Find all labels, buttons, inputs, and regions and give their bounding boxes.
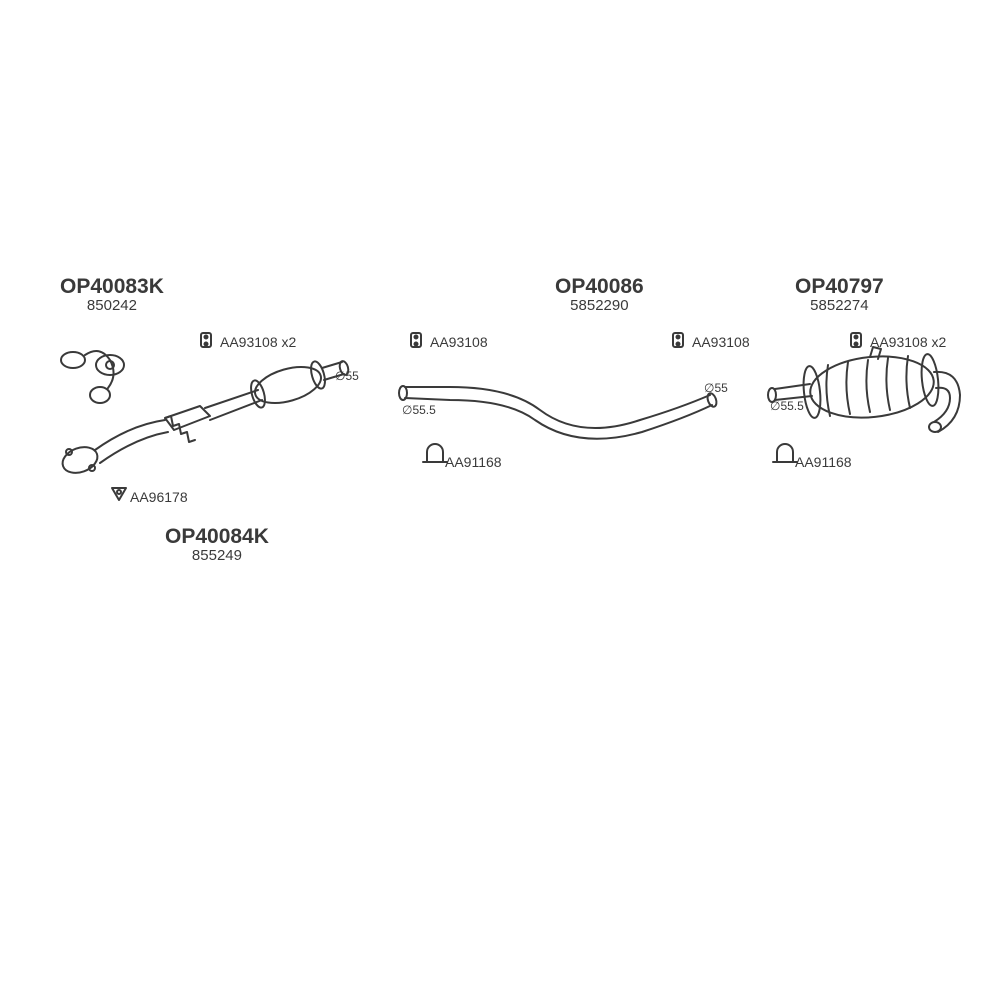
icon-mount-a5 [673, 333, 683, 347]
part-op40084k-shape [59, 360, 350, 478]
diam-3: ∅55 [704, 382, 728, 395]
part-main-3: OP40086 [555, 275, 644, 298]
part-sub-3: 5852290 [555, 298, 644, 315]
anno-1: AA93108 x2 [220, 335, 296, 350]
anno-3: AA93108 [430, 335, 488, 350]
part-sub-1: 850242 [60, 298, 164, 315]
part-main-2: OP40084K [165, 525, 269, 548]
diam-2: ∅55.5 [402, 404, 436, 417]
icon-gasket-a2 [112, 488, 126, 500]
diam-4: ∅55.5 [770, 400, 804, 413]
part-op40086-shape [399, 386, 718, 439]
part-main-1: OP40083K [60, 275, 164, 298]
part-main-4: OP40797 [795, 275, 884, 298]
part-label-1: OP40083K 850242 [60, 275, 164, 315]
part-label-4: OP40797 5852274 [795, 275, 884, 315]
diam-1: ∅55 [335, 370, 359, 383]
anno-4: AA91168 [445, 455, 502, 470]
icon-mount-a7 [851, 333, 861, 347]
icon-clamp-a4 [423, 444, 447, 462]
part-sub-4: 5852274 [795, 298, 884, 315]
icon-mount-a1 [201, 333, 211, 347]
part-label-2: OP40084K 855249 [165, 525, 269, 565]
anno-5: AA93108 [692, 335, 750, 350]
anno-7: AA93108 x2 [870, 335, 946, 350]
part-op40083k-shape [61, 351, 124, 403]
anno-2: AA96178 [130, 490, 188, 505]
part-sub-2: 855249 [165, 548, 269, 565]
icon-clamp-a6 [773, 444, 797, 462]
anno-6: AA91168 [795, 455, 852, 470]
icon-mount-a3 [411, 333, 421, 347]
part-op40797-shape [768, 347, 960, 432]
part-label-3: OP40086 5852290 [555, 275, 644, 315]
